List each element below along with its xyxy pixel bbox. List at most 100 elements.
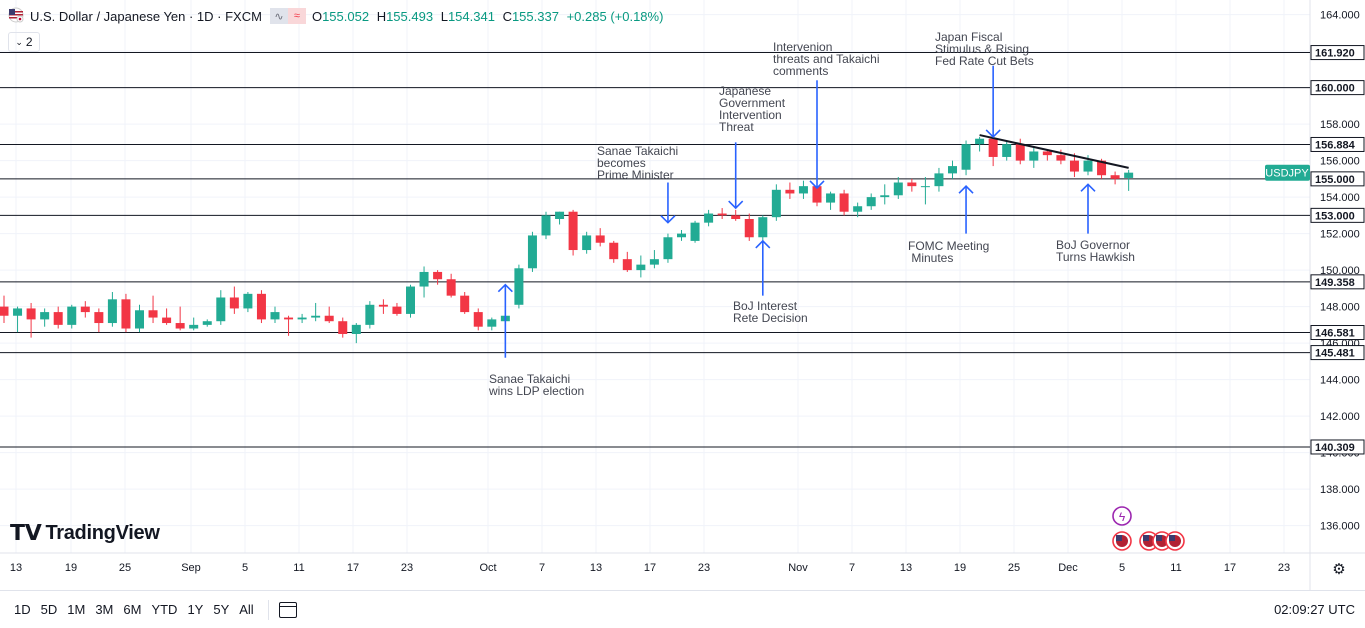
candle-body	[40, 312, 50, 320]
candle-body	[53, 312, 63, 325]
candle-body	[446, 279, 456, 296]
annotation-label: BoJ Interest Rete Decision	[733, 299, 808, 325]
market-status-icon[interactable]: ∿	[269, 8, 288, 24]
annotation-label: BoJ Governor Turns Hawkish	[1056, 238, 1135, 264]
x-tick-label: Nov	[788, 562, 808, 574]
candle-body	[365, 304, 375, 325]
range-5d[interactable]: 5D	[40, 602, 58, 617]
candle-body	[433, 271, 443, 280]
candle-body	[758, 217, 768, 238]
y-tick-label: 156.000	[1320, 156, 1360, 168]
indicator-toggle[interactable]: ⌄ 2	[8, 32, 40, 52]
us-event-flag-icon	[1116, 535, 1122, 541]
candle-body	[677, 233, 686, 238]
y-tick-label: 136.000	[1320, 521, 1360, 533]
range-all[interactable]: All	[239, 602, 254, 617]
candle-body	[527, 235, 537, 269]
candle-body	[80, 306, 90, 313]
annotation-label: FOMC Meeting Minutes	[908, 239, 989, 265]
candle-body	[907, 182, 917, 187]
candle-body	[893, 182, 903, 196]
candle-body	[351, 324, 361, 334]
candle-body	[338, 321, 348, 334]
candle-body	[148, 310, 158, 318]
candle-body	[162, 317, 172, 324]
y-tick-label: 144.000	[1320, 375, 1360, 387]
level-tag	[1310, 439, 1365, 455]
gear-icon[interactable]: ⚙	[1332, 561, 1346, 578]
y-tick-label: 138.000	[1320, 484, 1360, 496]
candle-body	[1029, 151, 1039, 161]
candle-body	[744, 219, 754, 238]
lightning-icon: ϟ	[1119, 510, 1126, 524]
candle-body	[1083, 160, 1093, 172]
bottom-toolbar: 1D 5D 1M 3M 6M YTD 1Y 5Y All 02:09:27 UT…	[0, 590, 1365, 628]
candle-body	[324, 315, 334, 322]
range-1m[interactable]: 1M	[67, 602, 86, 617]
candle-body	[202, 321, 212, 325]
candle-body	[107, 299, 117, 324]
candle-body	[406, 286, 415, 314]
x-tick-label: Dec	[1058, 562, 1078, 574]
indicator-icon[interactable]: ≈	[287, 8, 306, 24]
candle-body	[229, 297, 239, 309]
range-3m[interactable]: 3M	[95, 602, 114, 617]
range-ytd[interactable]: YTD	[151, 602, 178, 617]
x-tick-label: 11	[293, 562, 304, 574]
range-6m[interactable]: 6M	[123, 602, 142, 617]
candle-body	[26, 308, 36, 320]
candle-body	[1097, 160, 1107, 176]
x-tick-label: 25	[119, 562, 131, 574]
candle-body	[135, 310, 144, 329]
x-tick-label: 13	[590, 562, 602, 574]
candle-body	[785, 189, 795, 194]
candle-body	[975, 138, 985, 145]
candle-body	[1056, 155, 1066, 161]
level-tag	[1310, 345, 1365, 361]
candle-body	[988, 138, 998, 157]
symbol-tag-label: USDJPY	[1265, 168, 1309, 180]
level-label: 161.920	[1315, 48, 1355, 60]
x-tick-label: 25	[1008, 562, 1020, 574]
candle-body	[311, 315, 321, 318]
candle-body	[175, 323, 185, 329]
x-tick-label: 7	[849, 562, 855, 574]
x-tick-label: 13	[900, 562, 912, 574]
candle-body	[297, 317, 307, 320]
candle-body	[541, 215, 551, 236]
candle-body	[284, 317, 294, 320]
level-label: 149.358	[1315, 277, 1355, 289]
x-tick-label: 17	[347, 562, 359, 574]
level-label: 155.000	[1315, 174, 1355, 186]
y-tick-label: 148.000	[1320, 302, 1360, 314]
range-1d[interactable]: 1D	[14, 602, 31, 617]
annotation-arrowhead	[728, 200, 744, 210]
x-tick-label: 17	[644, 562, 656, 574]
utc-clock[interactable]: 02:09:27 UTC	[1274, 602, 1355, 617]
range-5y[interactable]: 5Y	[213, 602, 230, 617]
candle-body	[961, 144, 971, 170]
x-tick-label: 5	[242, 562, 248, 574]
level-tag	[1310, 171, 1365, 187]
y-tick-label: 150.000	[1320, 265, 1360, 277]
symbol-price-tag	[1265, 164, 1310, 181]
calendar-icon[interactable]	[278, 601, 297, 618]
x-tick-label: 5	[1119, 562, 1125, 574]
y-tick-label: 164.000	[1320, 10, 1360, 22]
x-tick-label: 19	[65, 562, 77, 574]
symbol-title[interactable]: U.S. Dollar / Japanese Yen · 1D · FXCM	[30, 8, 262, 24]
level-tag	[1310, 325, 1365, 341]
ohlc-readout: O155.052 H155.493 L154.341 C155.337 +0.2…	[311, 8, 664, 24]
chart-header: U.S. Dollar / Japanese Yen · 1D · FXCM ∿…	[0, 0, 667, 32]
x-tick-label: 7	[539, 562, 545, 574]
us-event-flag-icon	[1156, 535, 1162, 541]
y-tick-label: 142.000	[1320, 411, 1360, 423]
candle-body	[216, 297, 226, 322]
x-tick-label: 23	[401, 562, 413, 574]
price-chart[interactable]: 164.000162.000160.000158.000156.000154.0…	[0, 0, 1365, 590]
level-label: 156.884	[1315, 139, 1356, 151]
candle-body	[121, 299, 131, 329]
range-1y[interactable]: 1Y	[187, 602, 204, 617]
x-tick-label: 23	[1278, 562, 1290, 574]
annotation-label: Intervenion threats and Takaichi comments	[773, 40, 880, 78]
